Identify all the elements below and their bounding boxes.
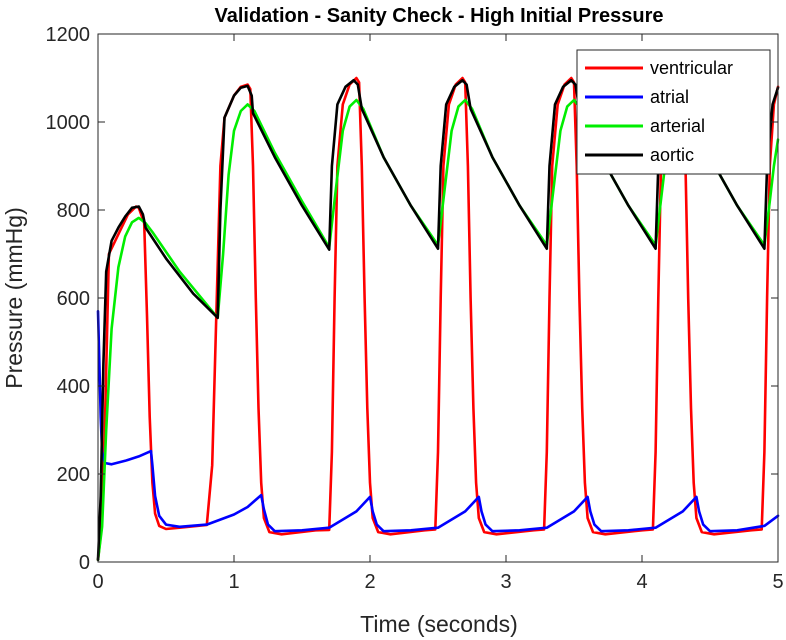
x-tick-label: 4 [636,571,647,593]
plot-frame [97,33,779,563]
y-tick-label: 0 [79,552,90,574]
legend-label-arterial: arterial [650,116,705,136]
legend-box [576,49,771,175]
y-tick-label: 1200 [46,24,91,46]
x-tick-label: 2 [364,571,375,593]
legend-label-atrial: atrial [650,87,689,107]
x-tick-label: 0 [92,571,103,593]
legend-label-ventricular: ventricular [650,58,733,78]
y-tick-label: 200 [57,464,90,486]
tick-labels: 0 1 2 3 4 5 0 200 400 600 800 1000 1200 [46,24,784,593]
legend: ventricular atrial arterial aortic [576,49,771,175]
legend-label-aortic: aortic [650,145,694,165]
y-tick-label: 1000 [46,112,91,134]
chart-title: Validation - Sanity Check - High Initial… [214,5,663,27]
x-tick-label: 5 [772,571,783,593]
x-tick-label: 1 [228,571,239,593]
y-tick-label: 400 [57,376,90,398]
y-tick-label: 800 [57,200,90,222]
x-axis-label: Time (seconds) [360,611,518,637]
y-tick-label: 600 [57,288,90,310]
y-axis-label: Pressure (mmHg) [1,207,27,388]
x-tick-label: 3 [500,571,511,593]
series-line-atrial [96,309,780,533]
